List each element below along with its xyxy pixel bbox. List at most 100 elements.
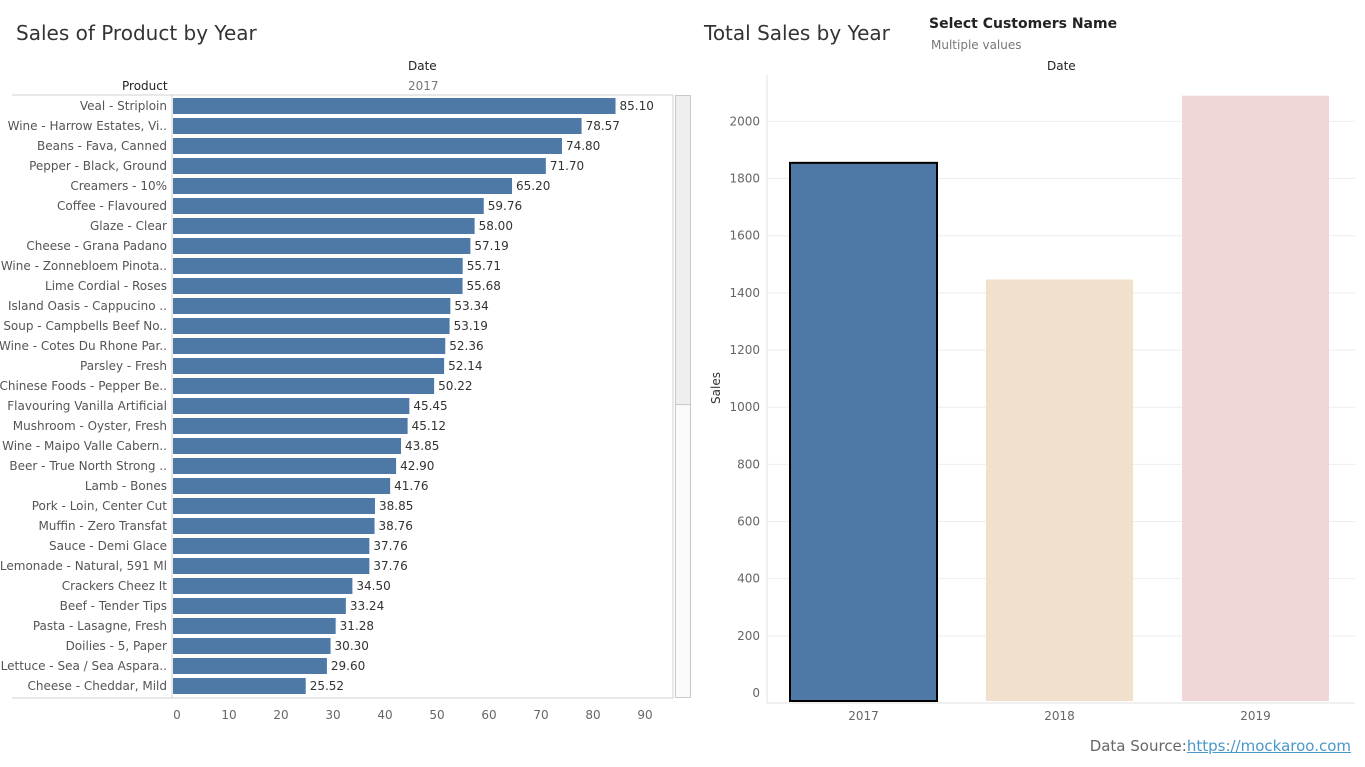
bar-value-label: 74.80 — [566, 139, 600, 153]
product-bar[interactable] — [173, 158, 546, 174]
y-axis-label: Sales — [709, 372, 723, 404]
product-bar[interactable] — [173, 258, 463, 274]
year-bar-2017[interactable] — [789, 161, 938, 702]
product-label: Pasta - Lasagne, Fresh — [33, 619, 167, 633]
bar-value-label: 65.20 — [516, 179, 550, 193]
bar-value-label: 52.14 — [448, 359, 482, 373]
bar-value-label: 58.00 — [479, 219, 513, 233]
right-chart-title: Total Sales by Year — [704, 21, 890, 45]
bar-value-label: 55.71 — [467, 259, 501, 273]
product-bar[interactable] — [173, 678, 306, 694]
y-tick-label: 2000 — [729, 114, 760, 128]
x-tick-label: 50 — [429, 708, 444, 722]
product-bar[interactable] — [173, 358, 445, 374]
product-bar[interactable] — [173, 478, 391, 494]
x-tick-label: 80 — [585, 708, 600, 722]
data-source-footer: Data Source:https://mockaroo.com — [1090, 737, 1351, 755]
product-bar[interactable] — [173, 278, 463, 294]
product-bar[interactable] — [173, 498, 376, 514]
product-label: Lemonade - Natural, 591 Ml — [0, 559, 167, 573]
product-bar[interactable] — [173, 618, 336, 634]
scrollbar-thumb[interactable] — [676, 96, 690, 405]
product-label: Doilies - 5, Paper — [66, 639, 167, 653]
product-label: Beer - True North Strong .. — [9, 459, 167, 473]
product-label: Chinese Foods - Pepper Be.. — [0, 379, 167, 393]
product-bar[interactable] — [173, 338, 446, 354]
total-sales-bar-chart: 0 200 400 600 800 1000 1200 1400 1600 1800 2000 Sal… — [709, 75, 1355, 723]
product-label: Soup - Campbells Beef No.. — [3, 319, 167, 333]
bar-value-label: 50.22 — [438, 379, 472, 393]
product-bar[interactable] — [173, 198, 484, 214]
bar-value-label: 59.76 — [488, 199, 522, 213]
product-bar[interactable] — [173, 638, 331, 654]
bar-value-label: 53.19 — [454, 319, 488, 333]
customer-filter-title: Select Customers Name — [929, 16, 1118, 32]
product-bar[interactable] — [173, 118, 582, 134]
product-bar[interactable] — [173, 458, 397, 474]
y-tick-label: 0 — [752, 686, 760, 700]
y-tick-label: 1400 — [729, 286, 760, 300]
product-label: Mushroom - Oyster, Fresh — [13, 419, 167, 433]
bar-value-label: 85.10 — [620, 99, 654, 113]
x-tick-label: 2017 — [848, 709, 879, 723]
product-label: Parsley - Fresh — [80, 359, 167, 373]
product-bar[interactable] — [173, 298, 451, 314]
product-bar[interactable] — [173, 238, 471, 254]
product-label: Lamb - Bones — [85, 479, 167, 493]
vertical-scrollbar[interactable] — [675, 95, 691, 698]
left-column-header: Date — [408, 59, 437, 73]
product-label: Crackers Cheez It — [62, 579, 168, 593]
y-tick-label: 1200 — [729, 343, 760, 357]
year-bar-2019[interactable] — [1182, 95, 1329, 702]
product-bar[interactable] — [173, 178, 513, 194]
data-source-link[interactable]: https://mockaroo.com — [1186, 737, 1351, 755]
year-header-2017: 2017 — [408, 79, 439, 93]
product-bar[interactable] — [173, 538, 370, 554]
bar-value-label: 30.30 — [335, 639, 369, 653]
product-sales-bar-chart: Veal - Striploin 85.10 Wine - Harrow Estat… — [0, 94, 674, 722]
product-bar[interactable] — [173, 218, 475, 234]
product-bar[interactable] — [173, 658, 327, 674]
product-label: Coffee - Flavoured — [57, 199, 167, 213]
product-bar[interactable] — [173, 318, 450, 334]
product-bar[interactable] — [173, 438, 402, 454]
product-bar[interactable] — [173, 98, 616, 114]
bar-value-label: 53.34 — [454, 299, 488, 313]
product-bar[interactable] — [173, 418, 408, 434]
product-bar[interactable] — [173, 578, 353, 594]
bar-value-label: 43.85 — [405, 439, 439, 453]
bar-value-label: 41.76 — [394, 479, 428, 493]
product-bar[interactable] — [173, 398, 410, 414]
bar-value-label: 37.76 — [373, 539, 407, 553]
bar-value-label: 45.45 — [413, 399, 447, 413]
product-label: Beef - Tender Tips — [60, 599, 167, 613]
y-tick-label: 800 — [737, 457, 760, 471]
year-bar-2018[interactable] — [986, 279, 1133, 701]
bar-value-label: 45.12 — [412, 419, 446, 433]
product-bar[interactable] — [173, 598, 346, 614]
bar-value-label: 25.52 — [310, 679, 344, 693]
bar-value-label: 55.68 — [467, 279, 501, 293]
y-tick-label: 400 — [737, 572, 760, 586]
x-tick-label: 90 — [637, 708, 652, 722]
x-tick-label: 0 — [173, 708, 181, 722]
bar-value-label: 57.19 — [474, 239, 508, 253]
y-tick-label: 200 — [737, 629, 760, 643]
data-source-label: Data Source: — [1089, 737, 1187, 755]
x-tick-label: 2019 — [1240, 709, 1271, 723]
product-bar[interactable] — [173, 378, 435, 394]
product-bar[interactable] — [173, 518, 375, 534]
product-label: Pork - Loin, Center Cut — [32, 499, 168, 513]
product-bar[interactable] — [173, 138, 562, 154]
product-label: Muffin - Zero Transfat — [38, 519, 167, 533]
product-label: Wine - Harrow Estates, Vi.. — [8, 119, 167, 133]
x-tick-label: 70 — [533, 708, 548, 722]
product-bar[interactable] — [173, 558, 370, 574]
y-tick-label: 1800 — [729, 172, 760, 186]
bar-value-label: 31.28 — [340, 619, 374, 633]
x-tick-label: 20 — [273, 708, 288, 722]
x-tick-label: 30 — [325, 708, 340, 722]
customer-filter-value[interactable]: Multiple values — [931, 38, 1022, 52]
bar-value-label: 71.70 — [550, 159, 584, 173]
product-label: Creamers - 10% — [70, 179, 167, 193]
